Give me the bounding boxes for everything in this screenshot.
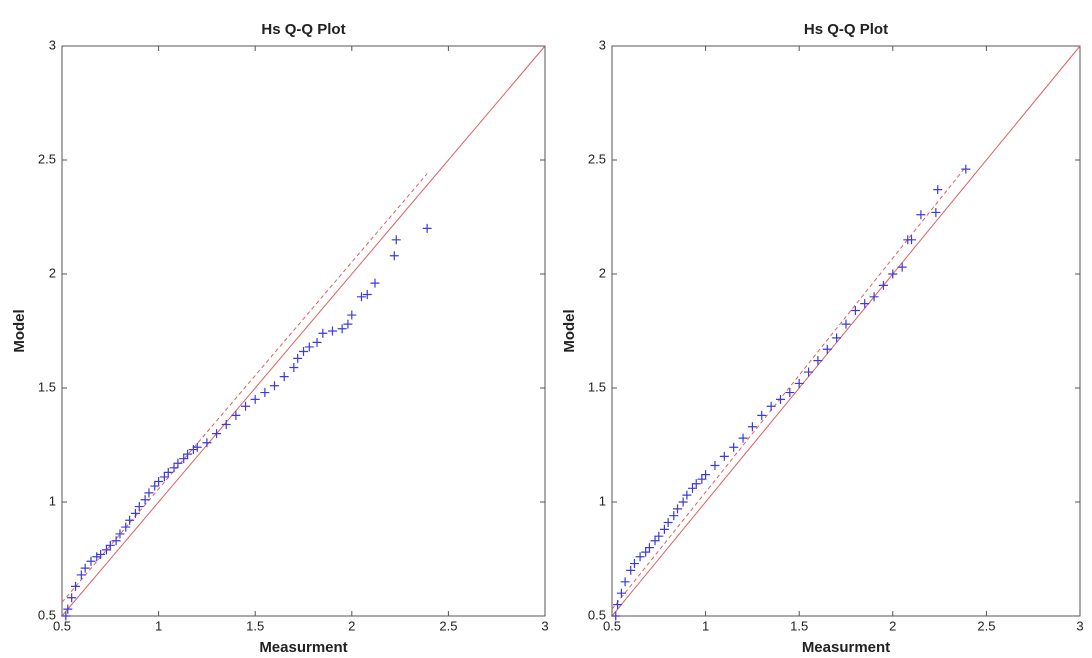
qq-point [347, 311, 356, 320]
x-tick-label: 2 [889, 618, 896, 633]
x-tick-label: 1 [155, 618, 162, 633]
qq-point [77, 570, 86, 579]
chart: Hs Q-Q Plot Measurment Model 0.5 1 1.5 2 2.5 3 0.… [0, 0, 1092, 658]
qq-point [328, 327, 337, 336]
qq-point [931, 208, 940, 217]
qq-point [299, 347, 308, 356]
qq-point [81, 564, 90, 573]
qq-point [313, 338, 322, 347]
qq-point [141, 495, 150, 504]
qq-point [860, 299, 869, 308]
qq-point [222, 420, 231, 429]
qq-point [423, 224, 432, 233]
qq-point [813, 356, 822, 365]
x-tick-label: 1 [702, 618, 709, 633]
qq-point [933, 185, 942, 194]
chart-title: Hs Q-Q Plot [804, 21, 888, 38]
x-tick-label: 1.5 [246, 618, 264, 633]
y-axis-label: Model [11, 309, 28, 352]
qq-point [125, 516, 134, 525]
x-tick-label: 1.5 [790, 618, 808, 633]
qq-point [961, 165, 970, 174]
x-tick-label: 3 [541, 618, 548, 633]
y-tick-label: 0.5 [588, 607, 606, 622]
qq-point [289, 363, 298, 372]
y-tick-label: 1.5 [38, 379, 56, 394]
reference-line [612, 46, 1080, 616]
qq-point [823, 345, 832, 354]
qq-point [739, 434, 748, 443]
qq-point [729, 443, 738, 452]
qq-point [370, 279, 379, 288]
x-tick-label: 3 [1076, 618, 1083, 633]
qq-point [170, 463, 179, 472]
qq-point [202, 438, 211, 447]
qq-point [251, 395, 260, 404]
y-tick-label: 2.5 [588, 151, 606, 166]
qq-point [270, 381, 279, 390]
qq-point [135, 502, 144, 511]
qq-point [96, 550, 105, 559]
qq-point [390, 251, 399, 260]
qq-point [613, 600, 622, 609]
y-tick-label: 1 [49, 493, 56, 508]
qq-point [343, 320, 352, 329]
qq-point [280, 372, 289, 381]
qq-point [92, 552, 101, 561]
qq-point [189, 445, 198, 454]
qq-point [851, 306, 860, 315]
qq-point [804, 368, 813, 377]
reference-line [62, 174, 427, 603]
qq-point [898, 263, 907, 272]
qq-point [293, 354, 302, 363]
qq-point [260, 388, 269, 397]
y-tick-label: 3 [49, 37, 56, 52]
x-tick-label: 2.5 [977, 618, 995, 633]
qq-point [338, 324, 347, 333]
y-tick-label: 2 [599, 265, 606, 280]
y-tick-label: 2 [49, 265, 56, 280]
qq-point [231, 411, 240, 420]
qq-point [173, 459, 182, 468]
qq-point [621, 577, 630, 586]
y-tick-label: 3 [599, 37, 606, 52]
qq-point [357, 292, 366, 301]
reference-line [612, 167, 966, 609]
qq-point [305, 342, 314, 351]
qq-point [121, 523, 130, 532]
qq-point [748, 422, 757, 431]
reference-line [62, 46, 545, 616]
y-tick-label: 0.5 [38, 607, 56, 622]
qq-point [144, 488, 153, 497]
x-tick-label: 2 [348, 618, 355, 633]
y-tick-label: 2.5 [38, 151, 56, 166]
x-tick-label: 2.5 [439, 618, 457, 633]
x-axis-label: Measurment [259, 639, 347, 656]
qq-point [757, 411, 766, 420]
qq-point [392, 235, 401, 244]
y-axis-label: Model [561, 309, 578, 352]
qq-point [164, 468, 173, 477]
qq-point [131, 509, 140, 518]
qq-point [636, 552, 645, 561]
qq-point [112, 536, 121, 545]
y-tick-label: 1 [599, 493, 606, 508]
chart-title: Hs Q-Q Plot [261, 21, 345, 38]
qq-point [193, 443, 202, 452]
qq-point [160, 472, 169, 481]
qq-point [767, 402, 776, 411]
qq-point [832, 333, 841, 342]
qq-point [795, 379, 804, 388]
qq-point [916, 210, 925, 219]
qq-point [720, 452, 729, 461]
qq-point [318, 329, 327, 338]
x-axis-label: Measurment [802, 639, 890, 656]
qq-point [710, 461, 719, 470]
y-tick-label: 1.5 [588, 379, 606, 394]
qq-point [617, 589, 626, 598]
qq-point [363, 290, 372, 299]
qq-point [776, 395, 785, 404]
